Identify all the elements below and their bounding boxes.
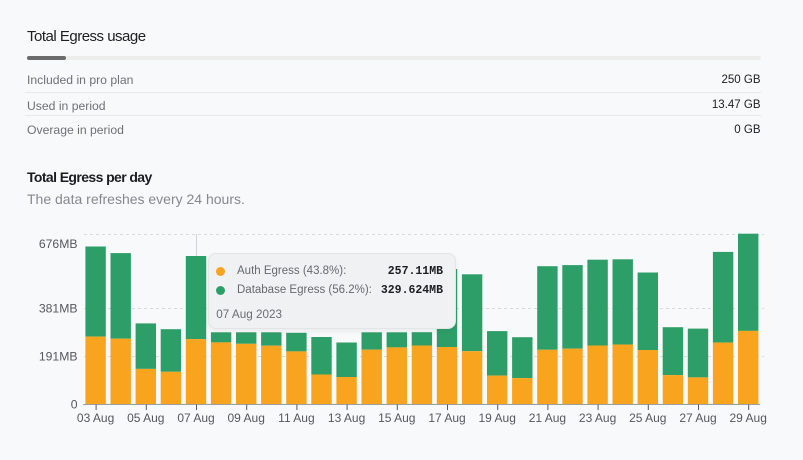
svg-text:676MB: 676MB — [39, 237, 78, 251]
svg-text:11 Aug: 11 Aug — [278, 411, 314, 425]
svg-text:09 Aug: 09 Aug — [228, 411, 265, 425]
svg-text:25 Aug: 25 Aug — [629, 411, 666, 425]
svg-text:13 Aug: 13 Aug — [328, 411, 365, 425]
svg-text:05 Aug: 05 Aug — [127, 411, 164, 425]
svg-text:23 Aug: 23 Aug — [579, 411, 616, 425]
svg-text:19 Aug: 19 Aug — [479, 411, 516, 425]
svg-text:381MB: 381MB — [39, 302, 78, 316]
svg-text:17 Aug: 17 Aug — [428, 411, 465, 425]
svg-text:191MB: 191MB — [39, 350, 78, 364]
svg-text:29 Aug: 29 Aug — [730, 411, 767, 425]
svg-text:07 Aug: 07 Aug — [177, 411, 214, 425]
svg-text:15 Aug: 15 Aug — [378, 411, 415, 425]
svg-text:21 Aug: 21 Aug — [529, 411, 566, 425]
svg-text:0: 0 — [71, 398, 78, 412]
svg-text:27 Aug: 27 Aug — [679, 411, 716, 425]
svg-text:03 Aug: 03 Aug — [77, 411, 114, 425]
